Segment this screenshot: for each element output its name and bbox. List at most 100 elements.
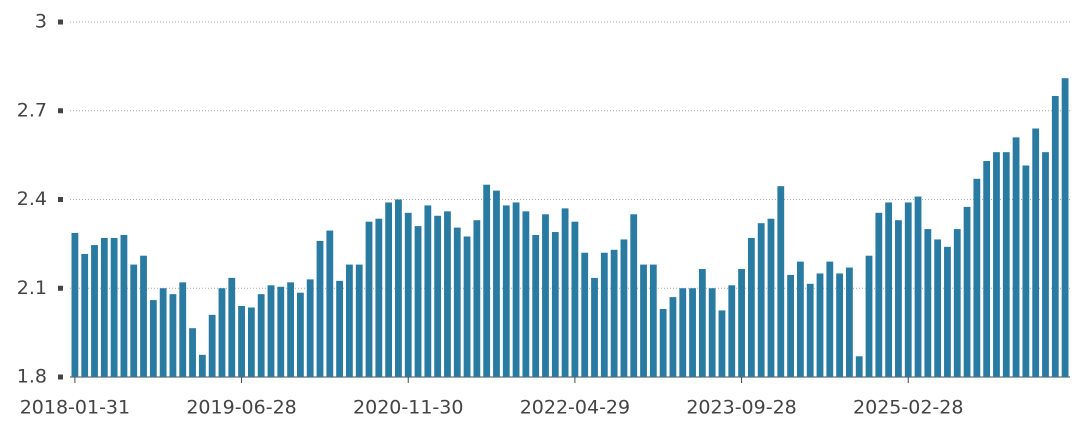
x-tick-label: 2019-06-28 — [186, 397, 296, 419]
bar — [267, 285, 275, 377]
bar — [542, 214, 549, 377]
bar — [787, 274, 794, 377]
bar — [1012, 137, 1020, 377]
bar — [610, 249, 618, 377]
bar — [375, 218, 383, 377]
bar — [708, 288, 716, 377]
bar — [904, 202, 912, 377]
x-tick-label: 2020-11-30 — [353, 397, 463, 419]
bar — [630, 214, 638, 377]
y-tick-mark — [58, 108, 63, 114]
bar — [473, 220, 481, 377]
bar — [512, 202, 520, 377]
bar — [1032, 128, 1040, 377]
bar — [91, 245, 98, 377]
bar — [806, 283, 814, 377]
bar — [277, 286, 285, 377]
bar — [140, 255, 147, 377]
bar — [159, 288, 167, 377]
x-tick-label: 2023-09-28 — [686, 397, 796, 419]
bar — [1042, 152, 1049, 377]
bar — [914, 196, 922, 377]
bar — [189, 328, 196, 377]
bar — [826, 261, 834, 377]
bar — [238, 306, 245, 377]
bar — [728, 285, 736, 377]
bar — [414, 226, 422, 377]
bar — [247, 307, 255, 377]
bar — [346, 264, 353, 377]
bar — [218, 288, 226, 377]
bar — [296, 292, 304, 377]
bar — [620, 239, 628, 377]
bar — [493, 190, 500, 377]
bar — [444, 211, 451, 377]
bar — [659, 308, 667, 377]
bar — [522, 211, 530, 377]
bar — [649, 264, 657, 377]
bar — [169, 294, 177, 377]
bar — [698, 269, 706, 377]
bar — [738, 269, 745, 377]
bar — [1002, 152, 1010, 377]
bar — [895, 220, 902, 377]
bar — [287, 282, 294, 377]
bar — [208, 314, 216, 377]
y-tick-mark — [58, 374, 63, 380]
bar — [1022, 165, 1030, 377]
y-tick-mark — [58, 19, 63, 25]
bar — [571, 221, 579, 377]
bar — [836, 273, 844, 377]
bar — [846, 267, 853, 377]
bar — [257, 294, 265, 377]
bar — [395, 199, 402, 377]
bar — [198, 354, 206, 377]
bar — [689, 288, 696, 377]
x-tick-label: 2018-01-31 — [20, 397, 130, 419]
bar — [796, 261, 804, 377]
bar — [316, 240, 324, 377]
bar — [963, 206, 971, 377]
bar — [71, 232, 79, 377]
bar — [777, 186, 785, 377]
bar — [855, 356, 863, 377]
bar — [149, 300, 157, 377]
bar — [453, 227, 461, 377]
bar — [355, 264, 363, 377]
bar — [120, 235, 128, 377]
x-tick-label: 2025-02-28 — [853, 397, 963, 419]
bar — [336, 280, 344, 377]
bar — [747, 237, 755, 377]
bar — [110, 237, 118, 377]
bar — [385, 202, 393, 377]
y-tick-label: 2.4 — [17, 188, 47, 210]
y-tick-mark — [58, 285, 63, 291]
bar — [816, 273, 824, 377]
bar — [306, 279, 314, 377]
bar — [953, 229, 961, 377]
bar — [81, 253, 89, 377]
y-tick-label: 2.1 — [17, 277, 47, 299]
bar — [179, 282, 187, 377]
bar — [767, 218, 775, 377]
y-tick-label: 1.8 — [17, 366, 47, 388]
bar — [581, 252, 589, 377]
bar — [591, 277, 598, 377]
bar — [551, 232, 559, 377]
bar — [100, 237, 108, 377]
bar — [669, 297, 677, 377]
bar — [944, 246, 951, 377]
bar — [679, 288, 687, 377]
bar — [983, 161, 991, 377]
bar — [130, 264, 138, 377]
bar — [434, 215, 442, 377]
bar — [993, 152, 1000, 377]
bar — [561, 208, 569, 377]
bar — [483, 184, 491, 377]
bar — [404, 212, 412, 377]
bar — [463, 236, 471, 377]
bar — [885, 202, 893, 377]
bar — [640, 264, 647, 377]
bar — [973, 178, 981, 377]
